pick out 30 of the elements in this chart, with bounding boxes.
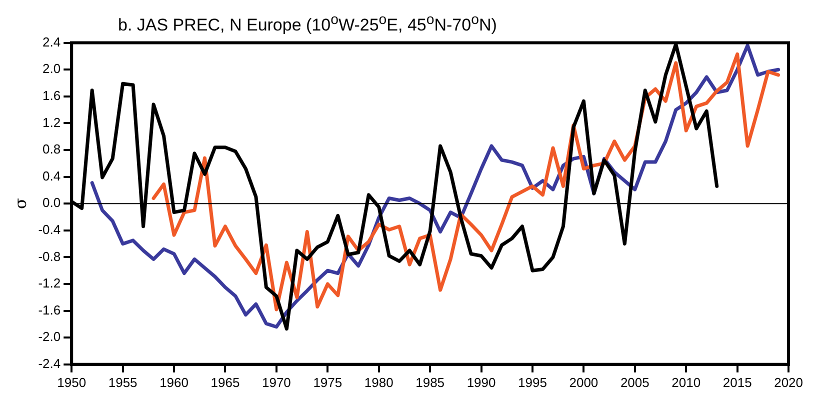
y-tick-label: -0.8 <box>38 248 61 264</box>
x-tick-label: 2000 <box>569 374 598 390</box>
y-axis-title: σ <box>10 198 30 210</box>
y-tick-label: 0.0 <box>42 195 61 210</box>
chart-title: b. JAS PREC, N Europe (10$^{o}$W-25$^{o}$E, 45$^{o}$N-70$^{o}$N) <box>118 12 497 35</box>
y-tick-label: -2.0 <box>38 329 61 344</box>
x-tick-label: 1965 <box>210 374 240 390</box>
x-tick-label: 2010 <box>672 374 701 390</box>
y-tick-label: 1.2 <box>42 114 61 130</box>
x-tick-label: 1985 <box>416 374 445 390</box>
x-tick-label: 1960 <box>160 374 188 390</box>
x-tick-label: 1970 <box>262 374 291 390</box>
y-tick-label: 1.6 <box>42 88 61 103</box>
x-tick-label: 2005 <box>620 374 650 390</box>
y-tick-label: -2.4 <box>38 356 61 371</box>
x-tick-label: 1955 <box>108 374 138 390</box>
y-tick-label: 2.4 <box>42 34 61 50</box>
y-tick-label: 0.8 <box>42 142 61 157</box>
y-tick-label: 2.0 <box>42 61 61 76</box>
y-tick-label: -1.2 <box>38 276 61 291</box>
y-tick-label: -0.4 <box>38 222 61 237</box>
x-tick-label: 1950 <box>57 374 86 390</box>
y-tick-label: -1.6 <box>38 302 61 318</box>
x-tick-label: 1990 <box>466 374 496 390</box>
x-tick-label: 1980 <box>364 374 394 390</box>
x-tick-label: 1995 <box>518 374 547 390</box>
x-tick-label: 1975 <box>313 374 342 390</box>
y-tick-label: 0.4 <box>42 168 61 184</box>
x-tick-label: 2020 <box>774 374 803 390</box>
x-tick-label: 2015 <box>722 374 752 390</box>
